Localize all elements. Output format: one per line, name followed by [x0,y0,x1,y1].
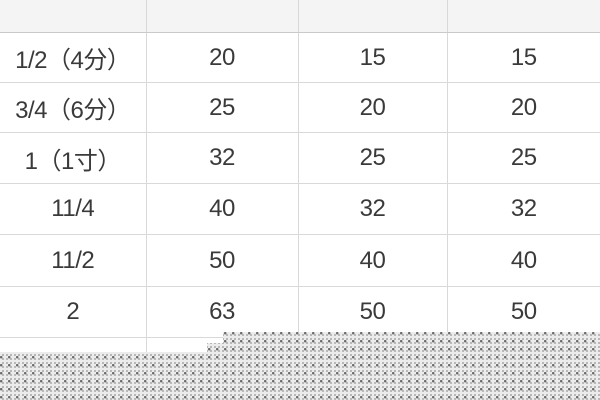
cell-value: 32 [146,132,299,184]
cell-value: 50 [447,286,600,338]
cell-value: 32 [298,183,448,235]
cell-value: 20 [298,82,448,133]
cell-size: 1（1寸） [0,132,147,184]
cell-value: 25 [298,132,448,184]
cell-size: 3/4（6分） [0,82,147,133]
cell-value: 25 [447,132,600,184]
cell-value: 50 [298,286,448,338]
cell-value: 32 [447,183,600,235]
cell-value: 25 [146,82,299,133]
cell-size: 11/4 [0,183,147,235]
table-row: 11/2 50 40 40 [0,234,600,287]
cell-value: 40 [447,234,600,287]
table-row: 1/2（4分） 20 15 15 [0,32,600,83]
cell-value: 63 [146,286,299,338]
table-row: 1（1寸） 32 25 25 [0,132,600,184]
header-cell-col3 [298,0,448,33]
dotted-texture [0,332,600,400]
table-row: 3/4（6分） 25 20 20 [0,82,600,133]
cell-size: 1/2（4分） [0,32,147,83]
cell-value: 40 [146,183,299,235]
cell-value: 15 [298,32,448,83]
cell-value: 15 [447,32,600,83]
cell-size: 11/2 [0,234,147,287]
cell-size: 2 [0,286,147,338]
table-row: 2 63 50 50 [0,286,600,338]
cell-value: 50 [146,234,299,287]
header-cell-col4 [447,0,600,33]
cell-value: 20 [447,82,600,133]
table-row: 11/4 40 32 32 [0,183,600,235]
cell-value: 20 [146,32,299,83]
table-header-row [0,0,600,33]
header-cell-col2 [146,0,299,33]
cell-value: 40 [298,234,448,287]
header-cell-size [0,0,147,33]
